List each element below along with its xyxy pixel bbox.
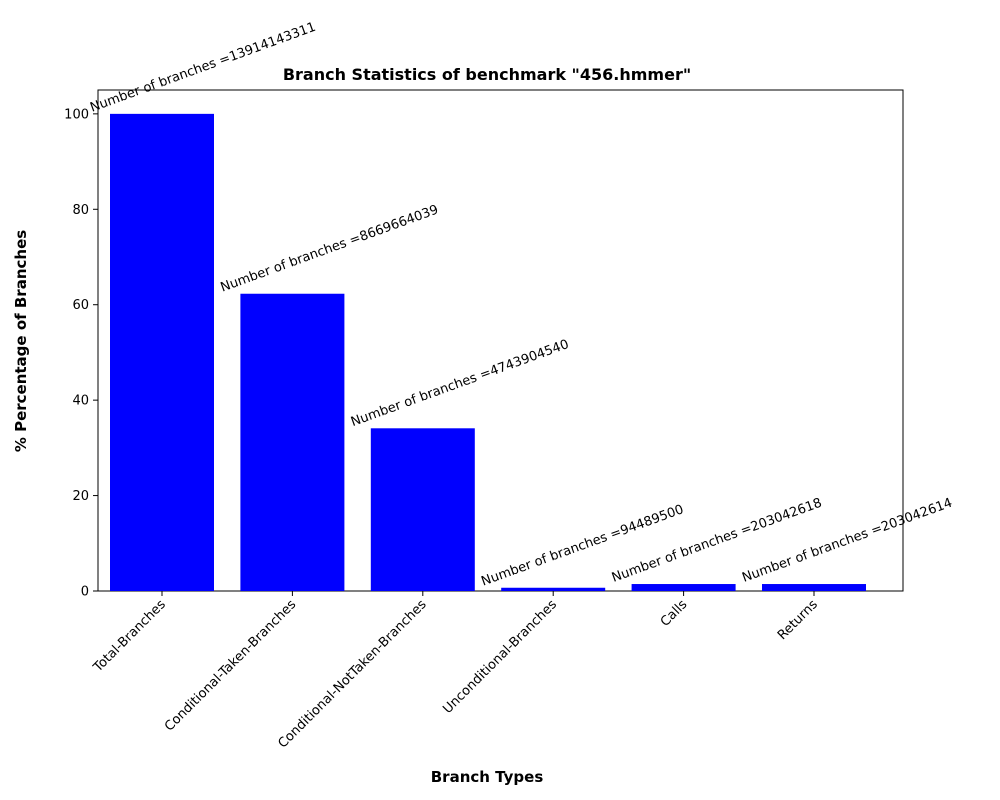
y-tick-label: 40 [72,394,89,409]
y-tick-label: 20 [72,489,89,504]
bar-annotation: Number of branches =94489500 [479,502,685,589]
plot-area-frame [97,89,904,592]
bar [240,293,345,591]
y-axis-label: % Percentage of Branches [12,230,30,452]
x-tick-label: Calls [658,597,691,630]
y-tick-label: 80 [72,203,89,218]
x-tick-label: Returns [775,597,821,643]
x-tick-label: Total-Branches [90,597,169,676]
bar-annotation: Number of branches =203042614 [740,496,954,586]
y-tick-label: 0 [81,585,89,600]
bar [631,584,736,591]
bar [370,428,475,591]
x-axis-label: Branch Types [431,768,544,786]
x-tick-label: Unconditional-Branches [440,597,560,717]
x-axis: Total-BranchesConditional-Taken-Branches… [90,591,821,751]
bar [110,113,214,591]
bar-annotation: Number of branches =203042618 [610,496,824,586]
bars-group [110,113,866,591]
y-axis: 0 20 40 60 80 100 [64,107,98,600]
bar [762,584,866,591]
bar-annotation: Number of branches =4743904540 [349,337,571,430]
bar-annotation: Number of branches =8669664039 [219,202,441,295]
x-tick-label: Conditional-Taken-Branches [162,597,299,734]
y-tick-label: 60 [72,298,89,313]
x-tick-label: Conditional-NotTaken-Branches [275,597,429,751]
bar [501,587,606,591]
chart-title: Branch Statistics of benchmark "456.hmme… [283,65,691,84]
y-tick-label: 100 [64,107,89,122]
